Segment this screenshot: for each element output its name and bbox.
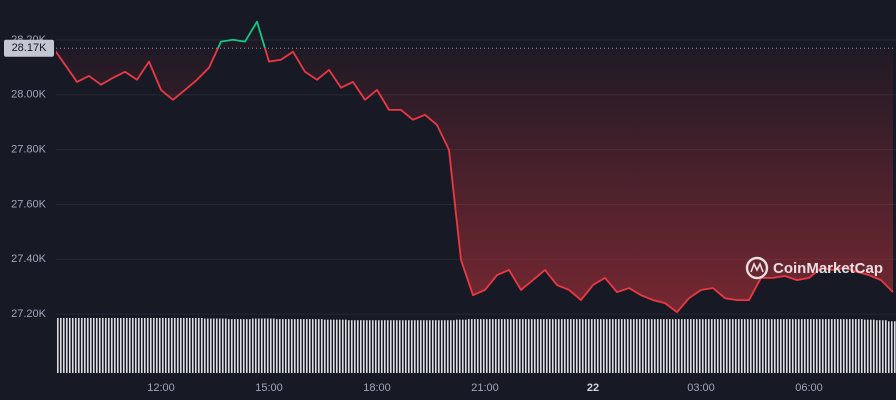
volume-bar — [167, 318, 179, 373]
volume-bar — [827, 319, 839, 373]
watermark-logo-mark — [750, 262, 764, 273]
volume-bar — [671, 319, 683, 373]
volume-bar — [467, 319, 479, 373]
volume-bar — [191, 318, 203, 373]
y-tick-label: 27.40K — [11, 253, 47, 265]
volume-bar — [107, 318, 119, 373]
volume-bar — [767, 319, 779, 373]
volume-bar — [371, 320, 383, 373]
volume-bar — [719, 319, 731, 373]
price-line — [56, 20, 894, 314]
volume-bar — [683, 319, 695, 373]
volume-bar — [839, 319, 851, 373]
watermark-text: CoinMarketCap — [773, 260, 883, 277]
volume-bar — [623, 319, 635, 373]
volume-bar — [503, 319, 515, 373]
volume-bar — [407, 320, 419, 373]
volume-bar — [323, 319, 335, 373]
volume-bar — [599, 319, 611, 373]
volume-bar — [851, 319, 863, 373]
reference-label: 28.17K — [12, 42, 48, 54]
volume-bar — [491, 319, 503, 373]
watermark: CoinMarketCap — [745, 256, 883, 280]
reference-label-box — [4, 39, 54, 57]
volume-bar — [347, 320, 359, 373]
volume-bar — [155, 318, 167, 373]
volume-bar — [395, 320, 407, 373]
volume-bar — [443, 320, 455, 373]
volume-bar — [311, 319, 323, 373]
volume-bar — [755, 319, 767, 373]
volume-bar — [695, 319, 707, 373]
volume-bar — [887, 321, 896, 373]
watermark-logo — [745, 256, 769, 280]
volume-bar — [743, 319, 755, 373]
volume-bar — [215, 318, 227, 373]
volume-bar — [863, 319, 875, 373]
volume-bar — [203, 318, 215, 373]
volume-bar — [263, 318, 275, 373]
volume-bar — [635, 319, 647, 373]
volume-bar — [56, 318, 59, 373]
volume-bar — [239, 319, 251, 373]
volume-bar — [455, 319, 467, 373]
volume-bar — [563, 319, 575, 373]
volume-bar — [119, 318, 131, 373]
volume-bar — [815, 319, 827, 373]
x-tick-label: 22 — [587, 382, 599, 394]
x-tick-label: 06:00 — [795, 382, 823, 394]
volume-bar — [539, 319, 551, 373]
volume-bar — [179, 318, 191, 373]
x-tick-label: 21:00 — [471, 382, 499, 394]
volume-bar — [131, 318, 143, 373]
y-tick-label: 27.20K — [11, 308, 47, 320]
y-tick-label: 27.60K — [11, 198, 47, 210]
volume-bar — [515, 319, 527, 373]
volume-bar — [419, 320, 431, 373]
volume-bar — [71, 318, 83, 373]
volume-bar — [587, 319, 599, 373]
volume-bar — [791, 319, 803, 373]
volume-bar — [251, 318, 263, 373]
x-tick-label: 15:00 — [255, 382, 283, 394]
volume-bar — [575, 319, 587, 373]
volume-bar — [803, 319, 815, 373]
volume-bar — [551, 319, 563, 373]
volume-bar — [335, 319, 347, 373]
volume-bar — [611, 319, 623, 373]
volume-bar — [227, 319, 239, 373]
volume-bar — [659, 319, 671, 373]
volume-bar — [275, 319, 287, 373]
y-tick-label: 27.80K — [11, 144, 47, 156]
x-tick-label: 12:00 — [147, 382, 175, 394]
volume-bar — [287, 319, 299, 373]
volume-bar — [779, 319, 791, 373]
volume-bar — [299, 319, 311, 373]
volume-bar — [479, 319, 491, 373]
volume-bar — [95, 318, 107, 373]
x-tick-label: 18:00 — [363, 382, 391, 394]
volume-bar — [707, 319, 719, 373]
volume-bar — [647, 319, 659, 373]
y-tick-label: 28.00K — [11, 89, 47, 101]
volume-bar — [731, 319, 743, 373]
volume-bar — [431, 320, 443, 373]
volume-bar — [143, 318, 155, 373]
volume-bar — [59, 318, 71, 373]
volume-bar — [527, 319, 539, 373]
volume-bar — [359, 320, 371, 373]
volume-bar — [383, 320, 395, 373]
volume-bar — [875, 320, 887, 373]
volume-bar — [83, 318, 95, 373]
price-area — [56, 21, 893, 313]
x-tick-label: 03:00 — [687, 382, 715, 394]
